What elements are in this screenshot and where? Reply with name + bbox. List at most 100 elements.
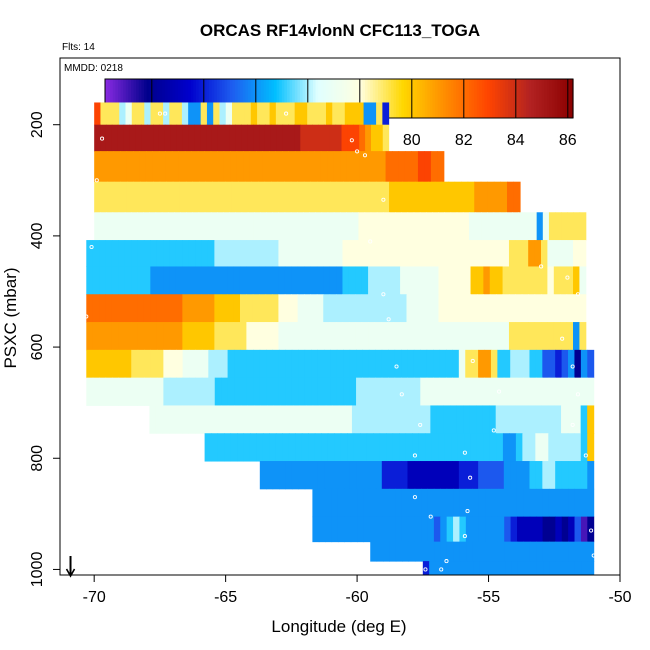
colorbar-segment [162,79,166,118]
heatmap-cell [478,349,486,379]
heatmap-cell [356,377,363,406]
heatmap-cell [171,151,179,183]
y-tick-label: 800 [29,445,46,472]
colorbar-segment [411,79,415,118]
heatmap-cell [419,294,427,323]
colorbar-segment [526,79,530,118]
heatmap-cell [230,433,238,462]
heatmap-cell [150,349,158,379]
heatmap-cell [418,433,426,462]
heatmap-cell [478,516,486,543]
heatmap-cell [253,124,260,152]
heatmap-cell [431,433,439,462]
colorbar-segment [185,79,189,118]
heatmap-cell [325,488,333,518]
heatmap-cell [420,349,428,379]
heatmap-cell [324,461,331,490]
heatmap-cell [553,266,561,295]
colorbar-tick-label: 80 [403,132,421,149]
heatmap-cell [408,541,416,562]
heatmap-cell [382,516,390,543]
heatmap-cell [318,516,326,543]
heatmap-cell [342,294,350,323]
heatmap-cell [169,322,177,351]
heatmap-cell [587,541,595,562]
heatmap-cell [549,561,557,576]
flights-label: Flts: 14 [62,42,95,53]
heatmap-cells [86,102,595,576]
heatmap-cell [188,322,196,351]
heatmap-cell [523,516,531,543]
data-point [418,422,423,427]
data-point [583,453,588,458]
heatmap-cell [234,405,242,434]
heatmap-cell [201,405,209,434]
heatmap-cell [459,541,467,562]
heatmap-cell [253,377,261,406]
heatmap-cell [99,349,107,379]
heatmap-cell [233,240,241,267]
heatmap-cell [536,488,544,518]
heatmap-cell [412,240,420,267]
heatmap-cell [515,294,523,323]
heatmap-cell [210,212,218,241]
colorbar-segment [474,79,478,118]
heatmap-cell [408,488,416,518]
colorbar-segment [118,79,122,118]
heatmap-cell [393,266,401,295]
heatmap-cell [426,461,434,490]
heatmap-cell [370,212,378,241]
heatmap-cell [253,349,261,379]
heatmap-cell [246,294,254,323]
colorbar-segment [417,79,421,118]
heatmap-cell [469,405,477,434]
heatmap-cell [229,212,237,241]
colorbar-segment [370,79,374,118]
heatmap-cell [239,266,247,295]
heatmap-cell [310,181,318,213]
colorbar-segment [250,79,254,118]
heatmap-cell [360,433,368,462]
colorbar-segment [404,79,408,118]
heatmap-cell [195,266,203,295]
heatmap-cell [421,181,429,213]
heatmap-cell [456,212,464,241]
heatmap-cell [235,124,242,152]
heatmap-cell [490,349,498,379]
data-point [412,495,417,500]
heatmap-cell [352,212,359,241]
heatmap-cell [288,151,296,183]
heatmap-cell [343,349,351,379]
heatmap-cell [306,124,313,152]
heatmap-cell [375,377,383,406]
colorbar-segment [164,79,168,118]
colorbar-segment [409,79,413,118]
heatmap-cell [566,240,574,267]
heatmap-cell [413,212,421,241]
heatmap-cell [316,294,324,323]
heatmap-cell [156,240,164,267]
heatmap-cell [275,433,283,462]
colorbar-segment [242,79,246,118]
heatmap-cell [214,240,222,267]
heatmap-cell [189,349,196,379]
heatmap-cell [227,349,235,379]
heatmap-cell [491,541,499,562]
data-point [157,111,162,116]
heatmap-cell [567,433,575,462]
heatmap-cell [99,266,107,295]
colorbar-segment [294,79,298,118]
colorbar-segment [263,79,267,118]
heatmap-cell [535,349,543,379]
heatmap-cell [214,349,222,379]
heatmap-cell [269,151,276,183]
heatmap-cell [547,240,555,267]
heatmap-cell [246,322,254,351]
colorbar-segment [448,79,452,118]
heatmap-cell [100,102,108,126]
heatmap-cell [465,461,473,490]
heatmap-cell [485,541,493,562]
heatmap-cell [291,322,299,351]
heatmap-cell [357,488,365,518]
heatmap-cell [496,294,504,323]
